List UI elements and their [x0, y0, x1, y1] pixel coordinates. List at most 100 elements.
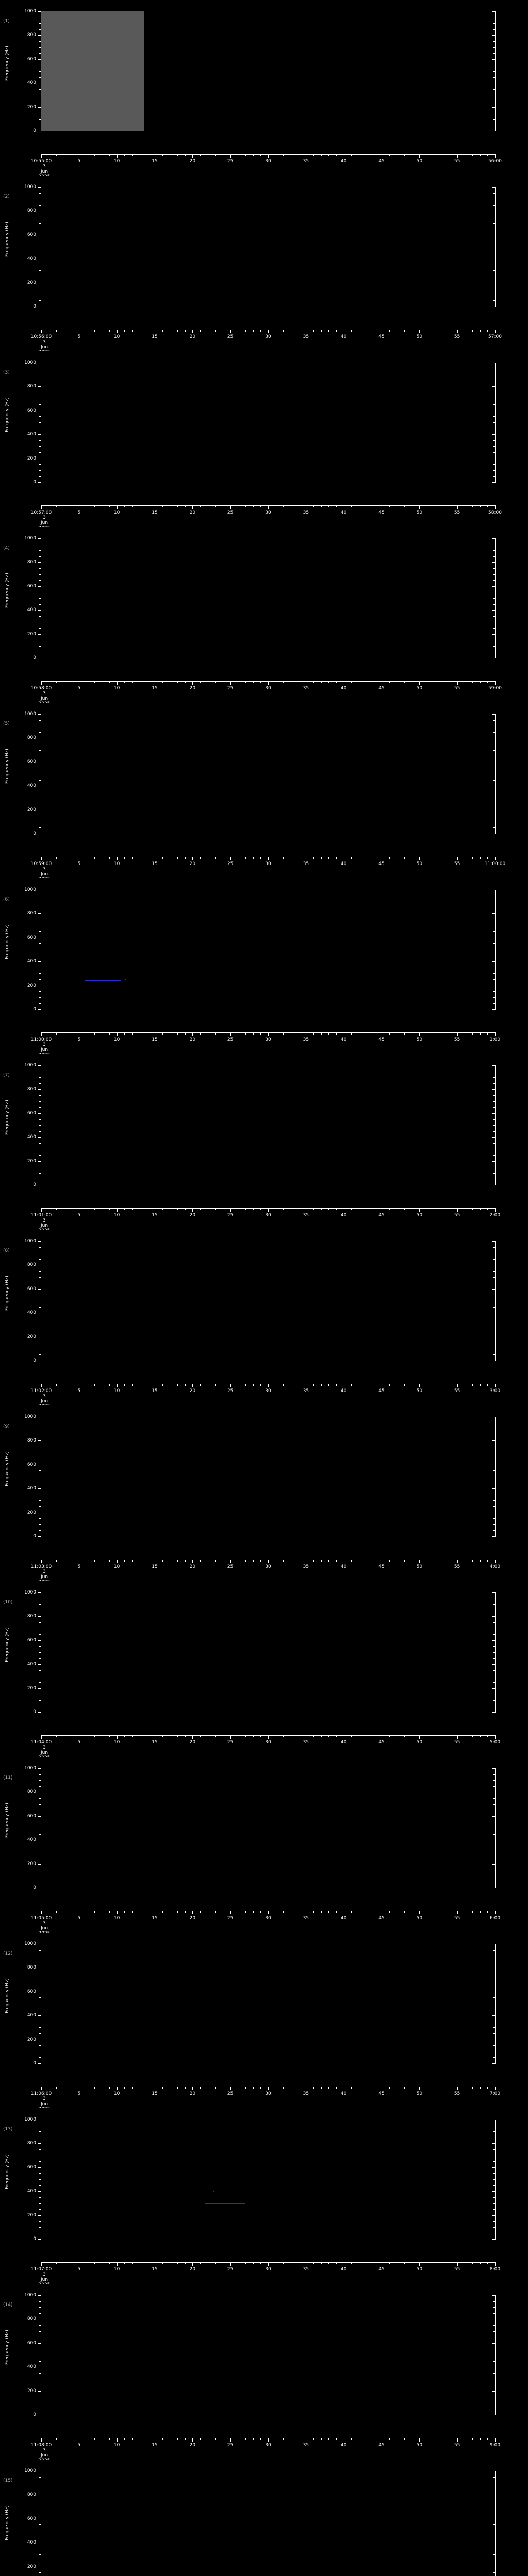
x-tick-minor: [404, 1384, 405, 1386]
x-tick-minor: [283, 1209, 284, 1210]
y-tick-label: 600: [27, 408, 36, 413]
date-part: 3: [43, 2096, 46, 2102]
y-axis-label: Frequency (Hz): [5, 2330, 10, 2365]
y-tick-major: [38, 714, 41, 715]
y-tick-minor: [39, 416, 41, 417]
y-tick-label: 800: [27, 1789, 36, 1795]
y-tick-major: [38, 2239, 41, 2240]
x-tick-minor: [480, 682, 481, 683]
y-tick-label: 1000: [24, 1590, 36, 1595]
y-tick-label: 0: [33, 1358, 36, 1363]
x-tick-label: 7:00: [489, 2091, 501, 2096]
y-tick-minor-right: [493, 89, 496, 90]
panel-inner: (1) Frequency (Hz) 0 200 400 600 800 1000 10:55:…: [0, 0, 528, 179]
y-tick-label: 600: [27, 1286, 36, 1292]
x-tick-minor: [253, 2438, 254, 2440]
y-tick-minor: [39, 931, 41, 933]
x-tick-major: [192, 1384, 193, 1387]
y-tick-minor-right: [493, 604, 496, 605]
y-tick-label: 0: [33, 480, 36, 485]
x-tick-minor: [48, 1911, 50, 1913]
y-tick-major-right: [492, 586, 496, 587]
y-tick-minor-right: [493, 1083, 496, 1084]
y-tick-minor-right: [493, 1247, 496, 1248]
x-tick-minor: [245, 1736, 246, 1737]
x-tick-label: 20: [189, 1037, 196, 1042]
y-tick-label: 600: [27, 1989, 36, 1994]
y-tick-major: [38, 1241, 41, 1242]
x-tick-label: 11:00:00: [30, 1037, 52, 1042]
x-tick-major: [495, 1911, 496, 1914]
y-tick-major: [38, 107, 41, 108]
y-tick-minor-right: [493, 598, 496, 599]
y-tick-major: [38, 1688, 41, 1689]
x-tick-major: [117, 1384, 118, 1387]
y-tick-minor: [39, 1101, 41, 1102]
y-tick-major: [38, 434, 41, 435]
x-tick-minor: [56, 330, 57, 332]
x-tick-minor: [48, 155, 50, 156]
y-tick-minor: [39, 628, 41, 629]
x-tick-minor: [487, 1384, 488, 1386]
x-tick-minor: [480, 1209, 481, 1210]
x-tick-minor: [48, 1209, 50, 1210]
y-tick-label: 800: [27, 911, 36, 917]
y-tick-minor-right: [493, 2033, 496, 2034]
y-tick-major-right: [492, 107, 496, 108]
date-part: 3: [43, 867, 46, 872]
panel-inner: (12) Frequency (Hz) 0 200 400 600 800 1000 11:06…: [0, 1933, 528, 2112]
y-tick-minor-right: [493, 979, 496, 980]
x-tick-label: 35: [303, 686, 309, 691]
y-tick-minor-right: [493, 1307, 496, 1308]
y-tick-major-right: [492, 1289, 496, 1290]
x-tick-minor: [328, 1736, 329, 1737]
x-tick-label: 5: [77, 686, 81, 691]
y-tick-major-right: [492, 11, 496, 12]
plot-area: [41, 2120, 495, 2239]
x-tick-minor: [321, 330, 322, 332]
x-tick-minor: [124, 330, 125, 332]
y-tick-label: 800: [27, 2316, 36, 2322]
x-tick-major: [457, 1736, 458, 1739]
x-tick-major: [41, 330, 42, 333]
y-tick-minor-right: [493, 1604, 496, 1605]
y-tick-major-right: [492, 2063, 496, 2064]
x-tick-major: [117, 330, 118, 333]
x-tick-minor: [56, 506, 57, 507]
date-part: Jun: [40, 345, 48, 350]
y-tick-minor: [39, 1259, 41, 1260]
x-tick-minor: [200, 2087, 201, 2089]
x-tick-minor: [94, 2087, 95, 2089]
x-tick-label: 20: [189, 510, 196, 515]
x-tick-minor: [200, 1736, 201, 1737]
x-tick-minor: [351, 857, 352, 859]
x-tick-minor: [109, 682, 110, 683]
x-tick-minor: [185, 2438, 186, 2440]
y-tick-minor-right: [493, 2149, 496, 2150]
data-gap-region: [41, 11, 144, 131]
panel-inner: (5) Frequency (Hz) 0 200 400 600 800 1000 10:59:…: [0, 703, 528, 882]
x-tick-minor: [336, 1384, 337, 1386]
x-tick-label: 15: [152, 510, 158, 515]
y-tick-minor-right: [493, 270, 496, 272]
y-tick-minor: [39, 118, 41, 120]
x-tick-label: 25: [227, 2443, 234, 2448]
panel-index-label: (2): [3, 194, 10, 199]
y-tick-minor-right: [493, 1622, 496, 1623]
x-tick-minor: [321, 1033, 322, 1035]
y-tick-minor-right: [493, 1518, 496, 1519]
x-tick-minor: [480, 330, 481, 332]
x-tick-minor: [480, 857, 481, 859]
x-tick-minor: [389, 155, 390, 156]
y-tick-label: 0: [33, 1534, 36, 1539]
x-tick-major: [41, 2438, 42, 2442]
x-tick-minor: [472, 857, 473, 859]
y-tick-major: [38, 1768, 41, 1769]
x-tick-minor: [404, 2263, 405, 2264]
x-tick-minor: [94, 155, 95, 156]
date-part: Jun: [40, 2102, 48, 2107]
x-tick-label: 5: [77, 1564, 81, 1569]
x-tick-major: [117, 2263, 118, 2266]
y-tick-label: 600: [27, 1813, 36, 1819]
x-tick-major: [457, 682, 458, 685]
